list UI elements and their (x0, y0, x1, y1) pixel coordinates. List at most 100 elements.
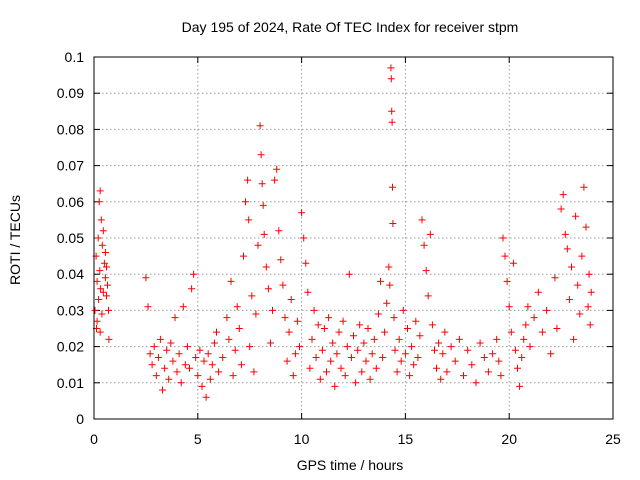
roti-point (235, 325, 243, 332)
roti-point (553, 325, 561, 332)
roti-point (245, 216, 253, 224)
roti-point (95, 198, 103, 206)
y-tick-label: 0 (76, 411, 84, 427)
y-tick-label: 0.09 (57, 85, 84, 101)
roti-point (96, 187, 104, 195)
x-axis-label: GPS time / hours (297, 457, 404, 473)
roti-point (98, 241, 106, 249)
roti-point (259, 201, 267, 209)
roti-point (320, 325, 328, 332)
x-tick-label: 10 (294, 431, 310, 447)
roti-point (190, 270, 198, 278)
roti-point (543, 306, 551, 314)
roti-point (354, 346, 362, 354)
roti-point (101, 249, 109, 256)
roti-point (306, 364, 314, 372)
roti-point (181, 361, 189, 369)
roti-point (260, 230, 268, 238)
roti-point (393, 368, 401, 376)
roti-point (534, 288, 542, 296)
roti-point (516, 382, 524, 390)
roti-point (390, 314, 398, 322)
roti-point (395, 335, 403, 343)
roti-point (574, 281, 582, 289)
roti-point (412, 317, 420, 325)
roti-point (269, 306, 276, 314)
roti-point (213, 328, 220, 336)
roti-point (293, 317, 301, 325)
roti-point (460, 372, 467, 380)
x-tick-label: 5 (194, 431, 202, 447)
roti-point (279, 281, 287, 289)
y-tick-label: 0.1 (65, 49, 85, 65)
roti-point (318, 346, 326, 354)
grid-lines (94, 57, 613, 419)
roti-point (426, 230, 434, 238)
roti-point (154, 354, 162, 361)
roti-point (99, 227, 107, 235)
roti-point (397, 357, 405, 365)
roti-point (464, 346, 472, 354)
roti-point (97, 216, 105, 224)
roti-point (433, 364, 440, 372)
roti-point (93, 317, 101, 325)
roti-point (381, 328, 389, 336)
roti-point (304, 288, 312, 296)
roti-point (404, 325, 411, 332)
roti-point (563, 245, 571, 253)
roti-point (171, 314, 179, 322)
roti-point (327, 357, 335, 365)
roti-point (580, 183, 588, 191)
roti-point (524, 303, 532, 311)
roti-point (345, 270, 353, 278)
roti-point (356, 321, 364, 329)
y-axis-label: ROTI / TECUs (7, 195, 23, 285)
plot-frame (93, 56, 614, 420)
roti-point (206, 375, 214, 383)
roti-point (484, 368, 492, 376)
roti-point (476, 339, 484, 347)
roti-point (289, 372, 297, 380)
roti-point (200, 357, 208, 365)
roti-point (208, 361, 216, 369)
roti-point (267, 339, 274, 347)
roti-point (300, 234, 308, 242)
roti-point (368, 350, 376, 358)
axis-ticks: 0 0.01 0.02 0.03 0.04 0.05 0.06 0.07 0.08 0.09 0.1… (57, 49, 621, 447)
roti-point (366, 375, 374, 383)
roti-point (331, 382, 339, 390)
roti-point (547, 350, 555, 358)
roti-point (183, 343, 191, 351)
roti-point (347, 354, 355, 361)
roti-point (497, 372, 505, 380)
roti-point (104, 281, 111, 289)
roti-point (431, 346, 438, 354)
roti-point (505, 303, 513, 311)
roti-point (310, 306, 318, 314)
y-tick-label: 0.08 (57, 121, 84, 137)
roti-point (240, 252, 247, 260)
roti-point (526, 343, 534, 351)
roti-point (103, 263, 110, 271)
roti-point (565, 296, 573, 303)
roti-point (156, 335, 164, 343)
roti-point (422, 267, 430, 275)
roti-point (99, 288, 107, 296)
y-tick-label: 0.06 (57, 194, 84, 210)
roti-point (343, 343, 351, 351)
roti-point (551, 274, 559, 282)
roti-point (142, 274, 150, 282)
roti-point (325, 314, 333, 322)
roti-point (443, 368, 451, 376)
roti-point (587, 288, 595, 296)
roti-point (163, 346, 171, 354)
roti-point (285, 328, 293, 336)
roti-point (229, 372, 237, 380)
y-tick-label: 0.01 (57, 375, 84, 391)
roti-point (254, 241, 262, 249)
data-points (91, 64, 595, 401)
roti-point (291, 350, 299, 358)
roti-point (95, 296, 103, 303)
roti-point (493, 335, 501, 343)
roti-point (167, 339, 175, 347)
